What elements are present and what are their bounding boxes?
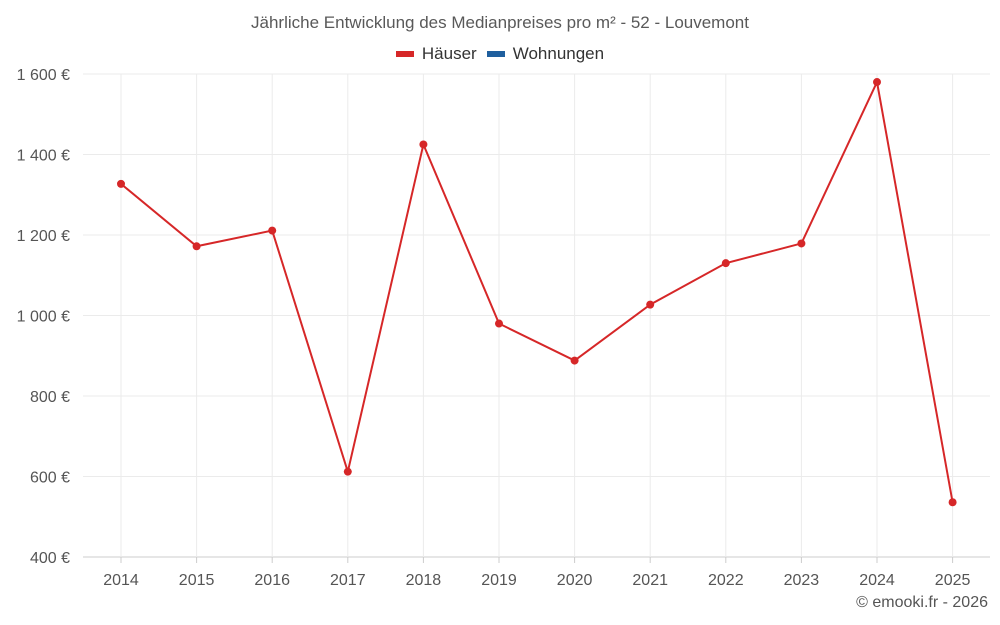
x-tick-label: 2014 — [103, 572, 139, 589]
grid-layer — [83, 73, 990, 558]
x-tick-label: 2018 — [406, 572, 442, 589]
data-point — [570, 356, 579, 365]
y-tick-label: 1 000 € — [17, 309, 70, 326]
x-tick-label: 2015 — [179, 572, 215, 589]
credit-text: © emooki.fr - 2026 — [856, 594, 988, 611]
data-point — [797, 239, 806, 248]
series-line — [120, 78, 954, 503]
y-tick-label: 600 € — [30, 470, 70, 487]
y-tick-label: 400 € — [30, 550, 70, 567]
legend: Häuser Wohnungen — [0, 44, 1000, 64]
data-point — [948, 498, 957, 507]
data-point — [192, 242, 201, 251]
legend-swatch-wohnungen — [486, 51, 505, 57]
data-point — [419, 140, 428, 149]
data-point — [343, 467, 352, 476]
x-tick-label: 2025 — [935, 572, 971, 589]
legend-swatch-haeuser — [395, 51, 414, 57]
data-point — [721, 259, 730, 268]
legend-item-haeuser[interactable]: Häuser — [395, 44, 477, 64]
x-tick-label: 2019 — [481, 572, 517, 589]
x-tick-label: 2016 — [254, 572, 290, 589]
y-tick-label: 800 € — [30, 389, 70, 406]
x-tick-label: 2022 — [708, 572, 744, 589]
data-point — [117, 179, 125, 188]
data-point — [646, 300, 655, 309]
data-point — [873, 78, 881, 87]
x-tick-label: 2023 — [784, 572, 820, 589]
data-point — [268, 226, 277, 235]
x-tick-label: 2017 — [330, 572, 366, 589]
y-tick-label: 1 400 € — [17, 148, 70, 165]
legend-label-wohnungen: Wohnungen — [512, 44, 605, 63]
x-tick-label: 2021 — [632, 572, 668, 589]
legend-item-wohnungen[interactable]: Wohnungen — [486, 44, 605, 64]
y-tick-label: 1 600 € — [17, 67, 70, 84]
axis-layer: 400 € 600 € 800 € 1 000 € 1 200 € 1 400 € 1 60… — [17, 67, 971, 589]
legend-label-haeuser: Häuser — [421, 44, 477, 63]
x-tick-label: 2020 — [557, 572, 593, 589]
data-point — [495, 319, 503, 328]
x-tick-label: 2024 — [859, 572, 895, 589]
chart-title: Jährliche Entwicklung des Medianpreises … — [251, 13, 749, 32]
y-tick-label: 1 200 € — [17, 228, 70, 245]
series-layer — [117, 78, 957, 507]
